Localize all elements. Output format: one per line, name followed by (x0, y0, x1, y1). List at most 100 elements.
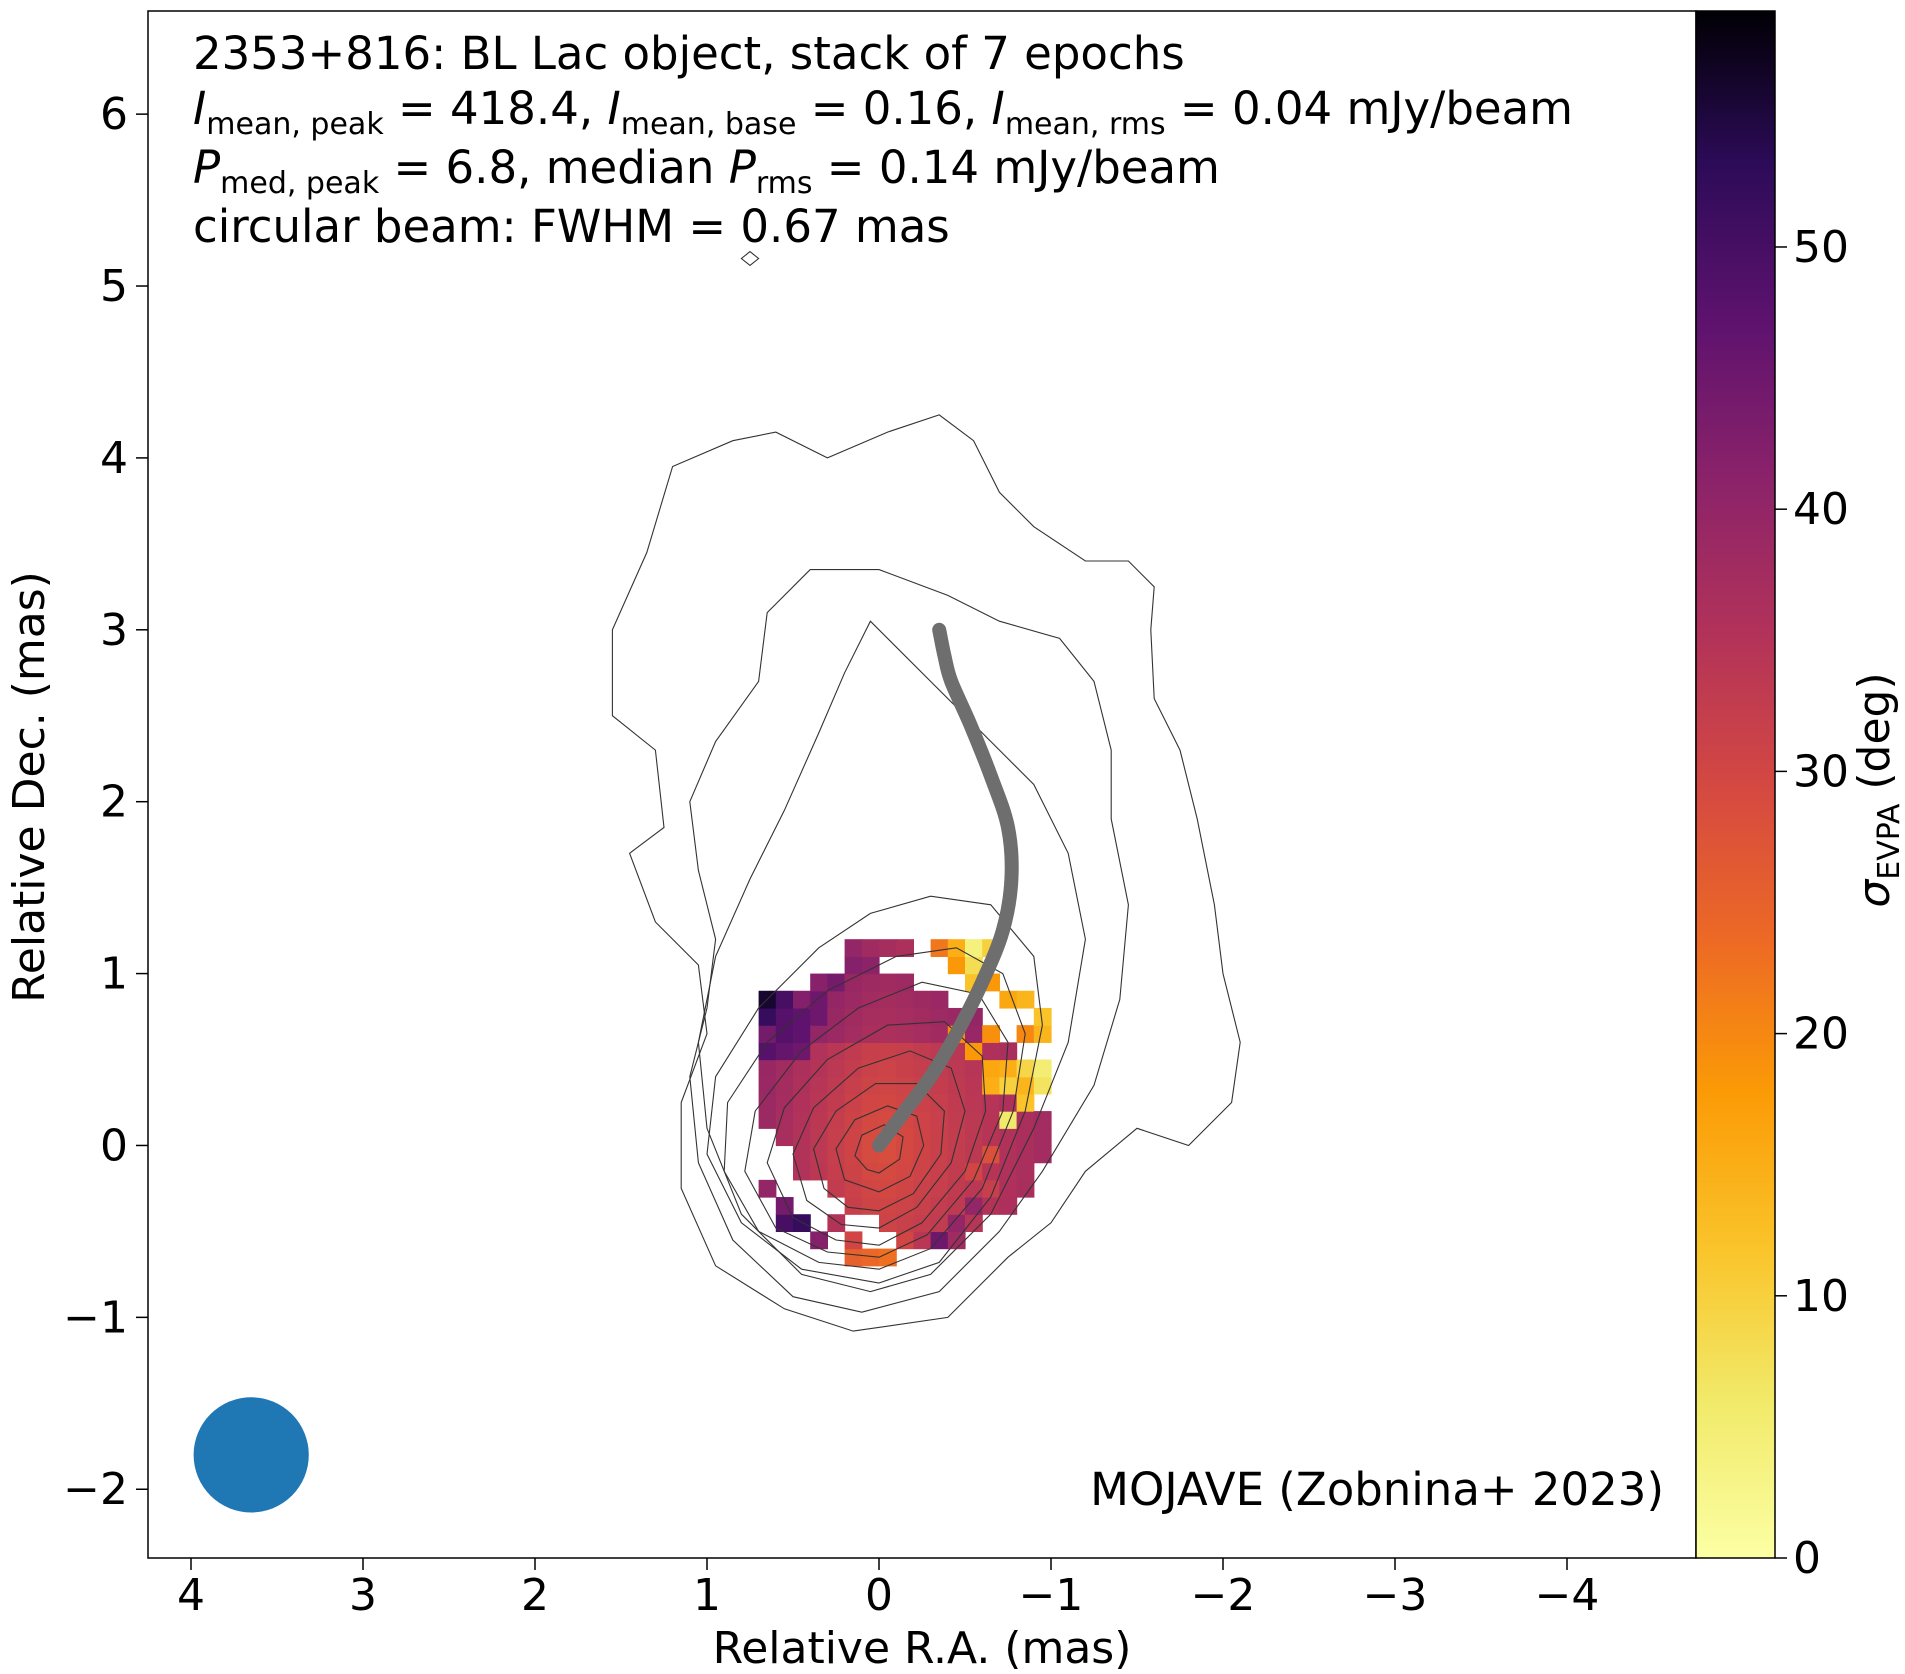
info-text-block: 2353+816: BL Lac object, stack of 7 epoc… (193, 27, 1573, 253)
pixel-cell (913, 1042, 932, 1061)
colorbar-tick-label: 50 (1793, 222, 1849, 273)
y-tick-label: 1 (100, 949, 128, 1000)
pixel-cell (947, 956, 966, 975)
pixel-cell (1016, 1179, 1035, 1198)
info-line-3: Pmed, peak = 6.8, median Prms = 0.14 mJy… (193, 141, 1220, 201)
pixel-cell (810, 990, 828, 1009)
pixel-cell (775, 1007, 794, 1026)
pixel-cell (844, 1111, 863, 1129)
y-tick-label: 5 (100, 261, 128, 312)
pixel-cell (1016, 990, 1035, 1009)
pixel-cell (999, 1059, 1018, 1078)
pixel-cell (793, 1145, 811, 1164)
pixel-cell (775, 1076, 794, 1095)
pixel-cell (758, 1076, 777, 1095)
pixel-cell (965, 1128, 983, 1147)
pixel-cell (896, 1231, 914, 1250)
pixel-cell (793, 1214, 811, 1233)
pixel-cell (827, 1007, 846, 1026)
pixel-cell (758, 1059, 777, 1078)
pixel-cell (810, 1145, 828, 1164)
pixel-cell (930, 1128, 949, 1147)
pixel-cell (930, 1231, 949, 1250)
info-text-segment: 2353+816: BL Lac object, stack of 7 epoc… (193, 27, 1185, 80)
colorbar-tick-label: 40 (1793, 484, 1849, 535)
x-tick-label: −3 (1363, 1570, 1428, 1621)
pixel-cell (861, 990, 880, 1009)
colorbar (1695, 10, 1776, 1559)
pixel-cell (775, 1111, 794, 1129)
info-line-4: circular beam: FWHM = 0.67 mas (193, 200, 950, 253)
info-text-segment: circular beam: FWHM = 0.67 mas (193, 200, 950, 253)
colorbar-label: σEVPA (deg) (1849, 672, 1905, 907)
pixel-cell (827, 1214, 846, 1233)
pixel-cell (896, 1162, 914, 1181)
pixel-cell (982, 1025, 1000, 1043)
pixel-cell (879, 1248, 897, 1267)
pixel-cell (758, 1007, 777, 1026)
pixel-cell (1016, 1145, 1035, 1164)
info-subscript: mean, base (621, 107, 797, 142)
info-text-segment: = 6.8, median (379, 141, 728, 194)
pixel-cell (827, 1076, 846, 1095)
pixel-cell (999, 1111, 1018, 1129)
pixel-cell (896, 990, 914, 1009)
pixel-cell (827, 1111, 846, 1129)
contour-line (723, 947, 1026, 1270)
colorbar-tick-label: 10 (1793, 1271, 1849, 1322)
pixel-cell (793, 1093, 811, 1112)
pixel-cell (758, 1025, 777, 1043)
pixel-cell (879, 1025, 897, 1043)
info-text-segment: = 418.4, (384, 82, 608, 135)
pixel-cell (861, 1197, 880, 1215)
pixel-cell (861, 956, 880, 975)
pixel-cell (947, 1145, 966, 1164)
x-tick-label: 0 (865, 1570, 893, 1621)
pixel-cell (793, 1059, 811, 1078)
info-symbol: P (193, 141, 221, 194)
pixel-cell (1033, 1059, 1052, 1078)
pixel-cell (965, 1197, 983, 1215)
pixel-cell (844, 1197, 863, 1215)
credit-text: MOJAVE (Zobnina+ 2023) (1090, 1463, 1664, 1516)
pixel-cell (758, 1093, 777, 1112)
x-tick-label: −2 (1191, 1570, 1256, 1621)
beam-ellipse (193, 1397, 309, 1513)
colorbar-label-subscript: EVPA (1872, 803, 1905, 880)
pixel-cell (1033, 1128, 1052, 1147)
pixel-cell (879, 1093, 897, 1112)
x-tick-label: 2 (521, 1570, 549, 1621)
beam-marker (193, 1397, 309, 1513)
pixel-cell (810, 1025, 828, 1043)
pixel-cell (879, 990, 897, 1009)
pixel-cell (1033, 1076, 1052, 1095)
pixel-cell (1033, 1111, 1052, 1129)
pixel-cell (861, 1007, 880, 1026)
pixel-cell (913, 990, 932, 1009)
pixel-cell (913, 1231, 932, 1250)
x-tick-label: 3 (349, 1570, 377, 1621)
info-symbol: I (992, 82, 1005, 135)
contour-line (744, 981, 1009, 1258)
pixel-cell (793, 1076, 811, 1095)
colorbar-tick-label: 30 (1793, 746, 1849, 797)
pixel-cell (896, 1042, 914, 1061)
pixel-cell (930, 1214, 949, 1233)
x-axis-label: Relative R.A. (mas) (713, 1623, 1132, 1674)
contour-line (766, 1021, 987, 1246)
pixel-cell (965, 1025, 983, 1043)
pixel-cell (999, 1179, 1018, 1198)
pixel-cell (775, 1128, 794, 1147)
pixel-cell (861, 1162, 880, 1181)
pixel-cell (758, 1179, 777, 1198)
pixel-cell (844, 1248, 863, 1267)
pixel-cell (827, 1093, 846, 1112)
contour-line (854, 1124, 904, 1174)
pixel-cell (810, 1007, 828, 1026)
plot-area (193, 250, 1241, 1513)
pixel-cell (913, 1162, 932, 1181)
pixel-cell (913, 1111, 932, 1129)
pixel-cell (844, 1128, 863, 1147)
y-tick-label: −2 (63, 1464, 128, 1515)
y-tick-label: 0 (100, 1120, 128, 1171)
